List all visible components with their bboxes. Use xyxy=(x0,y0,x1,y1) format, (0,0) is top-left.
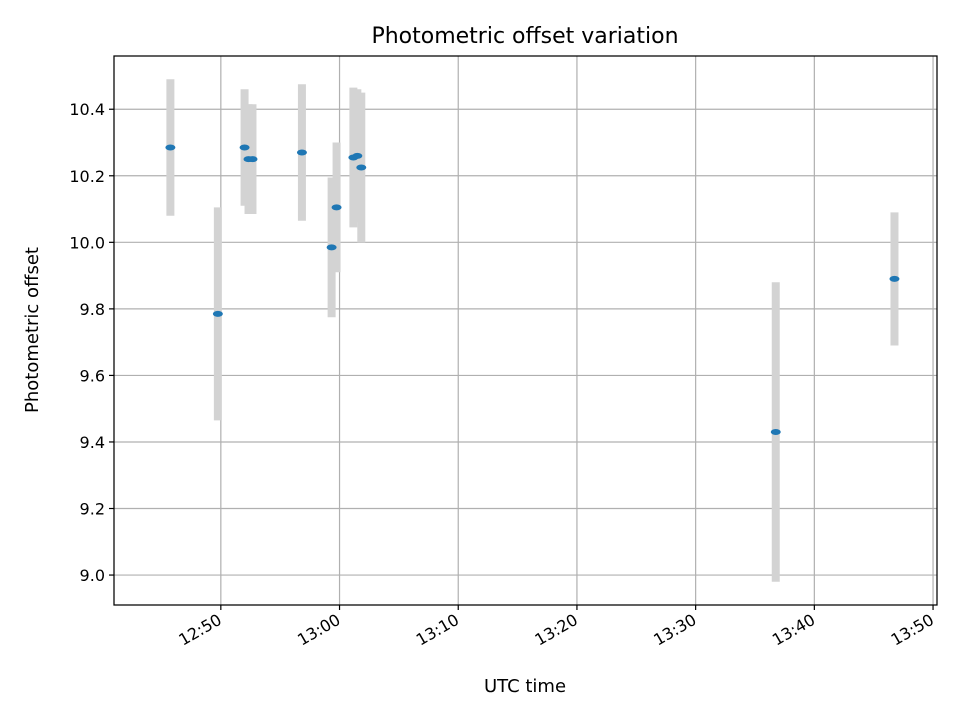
error-bars xyxy=(166,79,899,582)
y-tick-label: 10.0 xyxy=(69,233,105,252)
x-tick-label: 13:00 xyxy=(294,610,343,650)
y-tick-label: 9.4 xyxy=(80,433,105,452)
data-point xyxy=(239,144,250,151)
data-point xyxy=(165,144,176,151)
x-tick-label: 13:10 xyxy=(413,610,462,650)
y-tick-label: 9.0 xyxy=(80,566,105,585)
data-points xyxy=(165,144,900,435)
y-axis-label: Photometric offset xyxy=(22,247,43,413)
data-point xyxy=(889,275,900,282)
data-point xyxy=(247,156,258,163)
data-point xyxy=(352,152,363,159)
x-axis-label: UTC time xyxy=(484,676,566,697)
data-point xyxy=(331,204,342,211)
x-axis: 12:50 13:00 13:10 13:20 13:30 13:40 13:50 xyxy=(175,605,937,650)
data-point xyxy=(296,149,307,156)
plot-frame xyxy=(113,55,938,606)
data-point xyxy=(770,428,781,435)
y-tick-label: 10.4 xyxy=(69,100,105,119)
x-tick-label: 13:40 xyxy=(769,610,818,650)
y-tick-label: 9.6 xyxy=(80,366,105,385)
x-tick-label: 13:20 xyxy=(532,610,581,650)
grid xyxy=(114,56,937,605)
y-axis: 9.0 9.2 9.4 9.6 9.8 10.0 10.2 10.4 xyxy=(69,100,114,585)
y-tick-label: 9.8 xyxy=(80,300,105,319)
x-tick-label: 12:50 xyxy=(175,610,224,650)
x-tick-label: 13:30 xyxy=(650,610,699,650)
data-point xyxy=(356,164,367,171)
data-point xyxy=(326,244,337,251)
y-tick-label: 9.2 xyxy=(80,500,105,519)
chart-title: Photometric offset variation xyxy=(371,24,678,49)
x-tick-label: 13:50 xyxy=(888,610,937,650)
y-tick-label: 10.2 xyxy=(69,167,105,186)
data-point xyxy=(212,310,223,317)
